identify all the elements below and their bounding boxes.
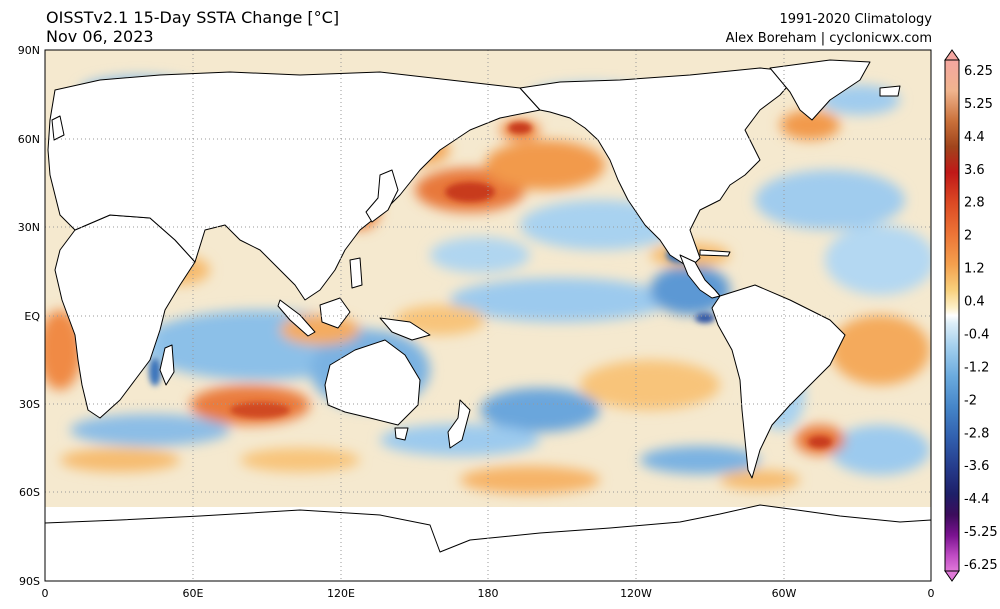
colorbar: 6.25 5.25 4.4 3.6 2.8 2 1.2 0.4 -0.4 -1.2 -2 -2.8 -3… <box>944 49 998 582</box>
colorbar-tick-label: 3.6 <box>964 163 985 178</box>
colorbar-top-arrow <box>944 49 960 61</box>
lon-label: 0 <box>42 587 49 600</box>
philippines <box>349 257 363 289</box>
author-credit: Alex Boreham | cyclonicwx.com <box>725 31 932 46</box>
borneo <box>319 297 351 329</box>
lon-label: 60E <box>183 587 204 600</box>
colorbar-tick-label: -2.8 <box>964 426 989 441</box>
lon-label: 120E <box>327 587 355 600</box>
colorbar-tick-label: 0.4 <box>964 295 985 310</box>
greenland <box>769 59 871 121</box>
iceland <box>879 85 901 97</box>
cuba <box>699 249 731 257</box>
lat-label: 30N <box>18 221 40 234</box>
lon-label: 180 <box>478 587 499 600</box>
lat-label: 60S <box>19 486 40 499</box>
climatology-label: 1991-2020 Climatology <box>779 12 932 27</box>
lat-label: 30S <box>19 398 40 411</box>
colorbar-tick-label: -5.25 <box>964 525 998 540</box>
colorbar-tick-label: -4.4 <box>964 492 989 507</box>
colorbar-tick-label: -0.4 <box>964 327 989 342</box>
new-guinea <box>379 317 431 341</box>
colorbar-tick-label: 5.25 <box>964 97 993 112</box>
colorbar-tick-label: -6.25 <box>964 558 998 573</box>
colorbar-tick-label: -1.2 <box>964 360 989 375</box>
tasmania <box>394 427 409 441</box>
new-zealand <box>447 399 471 449</box>
colorbar-tick-label: 2 <box>964 229 972 244</box>
map-frame <box>44 49 932 582</box>
madagascar <box>159 344 175 386</box>
latitude-labels: 90N 60N 30N EQ 30S 60S 90S <box>18 44 41 588</box>
title-date: Nov 06, 2023 <box>46 27 154 46</box>
colorbar-tick-label: 6.25 <box>964 64 993 79</box>
lat-label: 60N <box>18 133 40 146</box>
south-america <box>711 284 846 479</box>
colorbar-tick-label: -2 <box>964 393 977 408</box>
colorbar-gradient <box>944 59 960 572</box>
lat-label: 90S <box>19 575 40 588</box>
lon-label: 120W <box>620 587 652 600</box>
title-line-1: OISSTv2.1 15-Day SSTA Change [°C] <box>46 8 340 27</box>
colorbar-tick-label: 4.4 <box>964 130 985 145</box>
colorbar-ticks: 6.25 5.25 4.4 3.6 2.8 2 1.2 0.4 -0.4 -1.2 -2 -2.8 -3… <box>964 64 998 573</box>
lat-label: 90N <box>18 44 40 57</box>
lon-label: 0 <box>928 587 935 600</box>
colorbar-tick-label: 2.8 <box>964 196 985 211</box>
credit-block: 1991-2020 Climatology Alex Boreham | cyc… <box>726 10 932 48</box>
japan <box>365 169 399 223</box>
longitude-labels: 0 60E 120E 180 120W 60W 0 <box>42 587 935 600</box>
colorbar-tick-label: 1.2 <box>964 262 985 277</box>
gridlines <box>45 50 931 581</box>
map-title: OISSTv2.1 15-Day SSTA Change [°C] Nov 06… <box>46 8 339 46</box>
great-britain <box>51 115 65 141</box>
colorbar-tick-label: -3.6 <box>964 459 989 474</box>
sumatra <box>277 299 316 337</box>
lat-label: EQ <box>24 310 40 323</box>
colorbar-bottom-arrow <box>944 570 960 582</box>
australia <box>324 339 421 426</box>
eurasia <box>47 71 541 301</box>
lon-label: 60W <box>772 587 797 600</box>
